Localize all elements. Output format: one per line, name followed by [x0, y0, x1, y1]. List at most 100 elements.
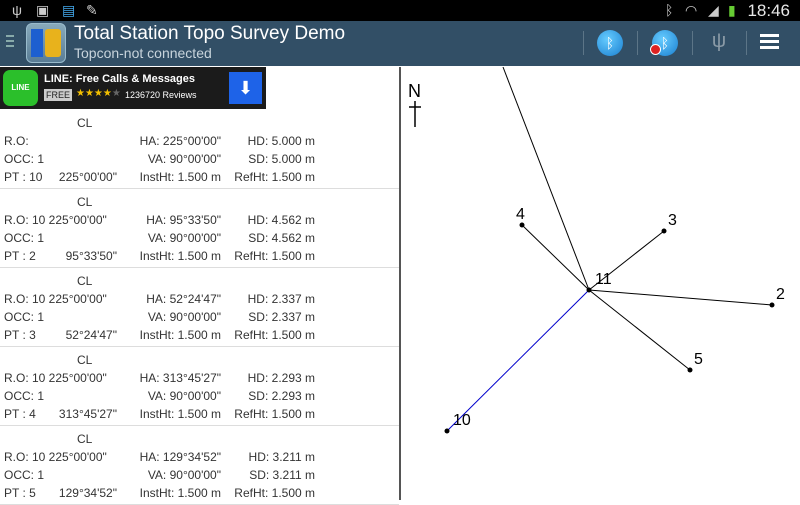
entry-ro: R.O: [4, 134, 29, 148]
point-label: 4 [516, 206, 525, 223]
station-label: 11 [595, 271, 612, 288]
entry-pt: PT : 3 [4, 328, 36, 342]
entry-ro: R.O: 10 225°00'00" [4, 450, 107, 464]
entry-ha: HA: 129°34'52" [139, 450, 221, 464]
entry-va: VA: 90°00'00" [147, 152, 221, 166]
entry-cl: CL [77, 116, 93, 130]
line-logo: LINE [3, 70, 38, 106]
bluetooth-icon: ᛒ [665, 2, 674, 18]
entry-occ: OCC: 1 [4, 152, 45, 166]
entry-cl: CL [77, 432, 93, 446]
survey-point[interactable] [661, 228, 667, 234]
entry-inst: InstHt: 1.500 m [139, 407, 221, 421]
status-bar: ψ ▣ ▤ ✎ ᛒ ◠ ◢ ▮ 18:46 [0, 0, 800, 21]
survey-map[interactable]: N 4 3 2 5 10 11 [401, 67, 800, 500]
ad-reviews: 1236720 Reviews [125, 90, 197, 100]
ad-free-badge: FREE [44, 89, 73, 101]
entry-pt: PT : 4 [4, 407, 36, 421]
observation-entry[interactable]: CL R.O: 10 225°00'00" HA: 95°33'50" HD: 4.5… [0, 189, 399, 268]
entry-sd: SD: 4.562 m [248, 231, 315, 245]
survey-point[interactable] [519, 222, 525, 228]
point-label: 10 [453, 412, 471, 429]
observation-entry[interactable]: CL R.O: 10 225°00'00" HA: 313°45'27" HD: 2.… [0, 347, 399, 426]
observation-list[interactable]: CL R.O: HA: 225°00'00" HD: 5.000 m OCC: 1 VA:… [0, 110, 399, 505]
entry-occ: OCC: 1 [4, 389, 45, 403]
sd-card-icon: ▣ [36, 2, 50, 18]
app-subtitle: Topcon-not connected [74, 45, 212, 61]
north-arrow: N [408, 81, 421, 127]
app-notification-icon: ▤ [62, 2, 76, 18]
pane-divider [399, 67, 401, 500]
entry-occ: OCC: 1 [4, 468, 45, 482]
entry-ha: HA: 52°24'47" [146, 292, 221, 306]
entry-hd: HD: 4.562 m [247, 213, 315, 227]
usb-icon[interactable]: ψ [711, 30, 727, 52]
survey-point[interactable] [687, 367, 693, 373]
entry-ref: RefHt: 1.500 m [234, 170, 315, 184]
bluetooth-disconnect-icon[interactable]: ᛒ [650, 30, 678, 56]
entry-occ: OCC: 1 [4, 310, 45, 324]
entry-ang: 95°33'50" [65, 249, 117, 263]
entry-ref: RefHt: 1.500 m [234, 249, 315, 263]
shot-line [588, 289, 691, 371]
overflow-menu-icon[interactable] [760, 34, 786, 60]
entry-hd: HD: 2.337 m [247, 292, 315, 306]
north-label: N [408, 81, 421, 101]
entry-inst: InstHt: 1.500 m [139, 170, 221, 184]
action-bar: Total Station Topo Survey Demo Topcon-no… [0, 21, 800, 66]
entry-cl: CL [77, 353, 93, 367]
shot-line [446, 289, 590, 432]
shot-line [588, 230, 665, 291]
entry-va: VA: 90°00'00" [147, 389, 221, 403]
entry-hd: HD: 3.211 m [248, 450, 315, 464]
entry-hd: HD: 2.293 m [247, 371, 315, 385]
download-button[interactable]: ⬇ [229, 72, 262, 104]
usb-icon: ψ [12, 2, 22, 18]
shot-line [588, 289, 773, 306]
bluetooth-connect-icon[interactable]: ᛒ [597, 30, 623, 56]
shot-line [521, 224, 590, 291]
entry-ro: R.O: 10 225°00'00" [4, 213, 107, 227]
entry-inst: InstHt: 1.500 m [139, 328, 221, 342]
signal-icon: ◢ [708, 2, 719, 18]
entry-ang: 52°24'47" [65, 328, 117, 342]
station-point[interactable] [586, 287, 592, 293]
point-label: 2 [776, 286, 785, 303]
survey-point[interactable] [444, 428, 450, 434]
entry-ro: R.O: 10 225°00'00" [4, 292, 107, 306]
entry-ref: RefHt: 1.500 m [234, 407, 315, 421]
entry-va: VA: 90°00'00" [147, 231, 221, 245]
entry-sd: SD: 2.293 m [248, 389, 315, 403]
ad-title: LINE: Free Calls & Messages [44, 73, 196, 85]
observation-entry[interactable]: CL R.O: 10 225°00'00" HA: 129°34'52" HD: 3.… [0, 426, 399, 505]
survey-point[interactable] [769, 302, 775, 308]
entry-sd: SD: 5.000 m [248, 152, 315, 166]
entry-ang: 129°34'52" [58, 486, 117, 500]
entry-ref: RefHt: 1.500 m [234, 328, 315, 342]
entry-va: VA: 90°00'00" [147, 468, 221, 482]
drawer-icon[interactable] [6, 35, 14, 50]
point-label: 3 [668, 212, 677, 229]
entry-pt: PT : 10 [4, 170, 43, 184]
observation-entry[interactable]: CL R.O: 10 225°00'00" HA: 52°24'47" HD: 2.3… [0, 268, 399, 347]
app-title: Total Station Topo Survey Demo [74, 23, 346, 44]
point-label: 5 [694, 351, 703, 368]
entry-inst: InstHt: 1.500 m [139, 249, 221, 263]
entry-ha: HA: 225°00'00" [139, 134, 221, 148]
clock: 18:46 [747, 1, 790, 20]
entry-ro: R.O: 10 225°00'00" [4, 371, 107, 385]
entry-ref: RefHt: 1.500 m [234, 486, 315, 500]
entry-va: VA: 90°00'00" [147, 310, 221, 324]
observation-entry[interactable]: CL R.O: HA: 225°00'00" HD: 5.000 m OCC: 1 VA:… [0, 110, 399, 189]
entry-cl: CL [77, 274, 93, 288]
reference-line [502, 67, 590, 291]
entry-ha: HA: 95°33'50" [146, 213, 221, 227]
entry-sd: SD: 3.211 m [249, 468, 315, 482]
entry-sd: SD: 2.337 m [248, 310, 315, 324]
rating-stars: ★★★★★ [76, 88, 121, 99]
entry-hd: HD: 5.000 m [247, 134, 315, 148]
wifi-icon: ◠ [685, 2, 698, 18]
app-icon[interactable] [26, 23, 66, 63]
ad-banner[interactable]: LINE LINE: Free Calls & Messages FREE ★★… [0, 67, 266, 109]
entry-pt: PT : 5 [4, 486, 36, 500]
